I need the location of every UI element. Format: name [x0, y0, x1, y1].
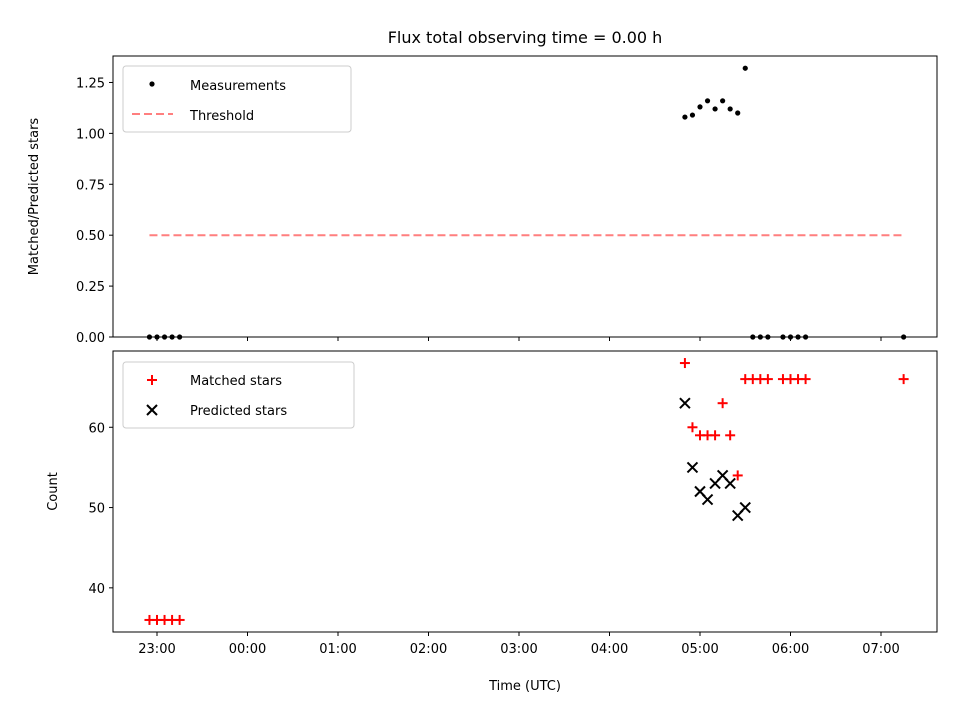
legend-marker-matched	[147, 375, 157, 385]
measurement-point	[720, 98, 726, 104]
chart-title: Flux total observing time = 0.00 h	[388, 28, 663, 47]
matched-star-point	[725, 430, 736, 441]
measurement-point	[689, 112, 696, 118]
legend-marker-measurements	[149, 81, 155, 87]
x-tick-label: 03:00	[500, 642, 537, 657]
flux-panel: 0.00 0.25 0.50 0.75 1.00 1.25 Matched/Predicte…	[27, 55, 938, 346]
matched-star-point	[679, 358, 690, 369]
measurement-point	[727, 106, 733, 112]
legend: Matched stars Predicted stars	[122, 361, 355, 429]
y-tick-label: 0.50	[76, 229, 105, 244]
y-tick-label: 60	[88, 421, 105, 436]
legend-label-matched: Matched stars	[190, 374, 282, 389]
y-tick-label: 50	[88, 502, 105, 517]
matched-star-point	[717, 398, 728, 409]
x-tick-label: 07:00	[862, 642, 899, 657]
x-tick-label: 06:00	[772, 642, 809, 657]
measurement-point	[735, 110, 741, 116]
matched-star-point	[687, 422, 698, 433]
measurement-point	[712, 106, 718, 112]
legend-frame	[122, 65, 352, 133]
y-tick-label: 0.75	[76, 178, 105, 193]
matched-star-point	[898, 374, 909, 385]
matched-star-point	[174, 614, 185, 625]
matched-star-point	[710, 430, 721, 441]
y-tick-label: 0.25	[76, 280, 105, 295]
predicted-star-point	[739, 501, 751, 514]
flux-plot-frame	[112, 55, 938, 338]
y-axis-label: Count	[46, 472, 61, 511]
x-axis-label: Time (UTC)	[488, 679, 561, 694]
x-tick-label: 04:00	[591, 642, 628, 657]
count-plot-frame	[112, 350, 938, 633]
matched-star-point	[732, 470, 743, 481]
measurement-point	[697, 104, 703, 110]
x-tick-label: 01:00	[319, 642, 356, 657]
predicted-star-point	[701, 493, 714, 506]
y-axis-label: Matched/Predicted stars	[27, 118, 42, 276]
legend-label-threshold: Threshold	[189, 109, 254, 124]
y-tick-label: 1.00	[76, 127, 105, 142]
y-tick-label: 40	[88, 582, 105, 597]
count-panel: 40 50 60 23:00 00:00 01:00 02:00 03:00 04:00 05:0…	[46, 350, 938, 694]
predicted-star-point	[724, 477, 736, 490]
legend-frame	[122, 361, 355, 429]
predicted-star-point	[679, 397, 691, 409]
matched-star-point	[762, 374, 773, 385]
y-tick-label: 0.00	[76, 331, 105, 346]
x-tick-label: 05:00	[681, 642, 718, 657]
legend-label-measurements: Measurements	[190, 79, 286, 94]
legend-marker-predicted	[146, 404, 158, 416]
x-tick-label: 02:00	[410, 642, 447, 657]
x-tick-label: 23:00	[138, 642, 175, 657]
x-tick-label: 00:00	[229, 642, 266, 657]
matched-star-point	[800, 374, 811, 385]
measurement-point	[682, 114, 688, 120]
predicted-star-point	[686, 461, 699, 474]
measurement-point	[742, 65, 748, 71]
y-tick-label: 1.25	[76, 76, 105, 91]
legend-label-predicted: Predicted stars	[190, 404, 287, 419]
measurement-point	[704, 98, 711, 104]
legend: Measurements Threshold	[122, 65, 352, 133]
